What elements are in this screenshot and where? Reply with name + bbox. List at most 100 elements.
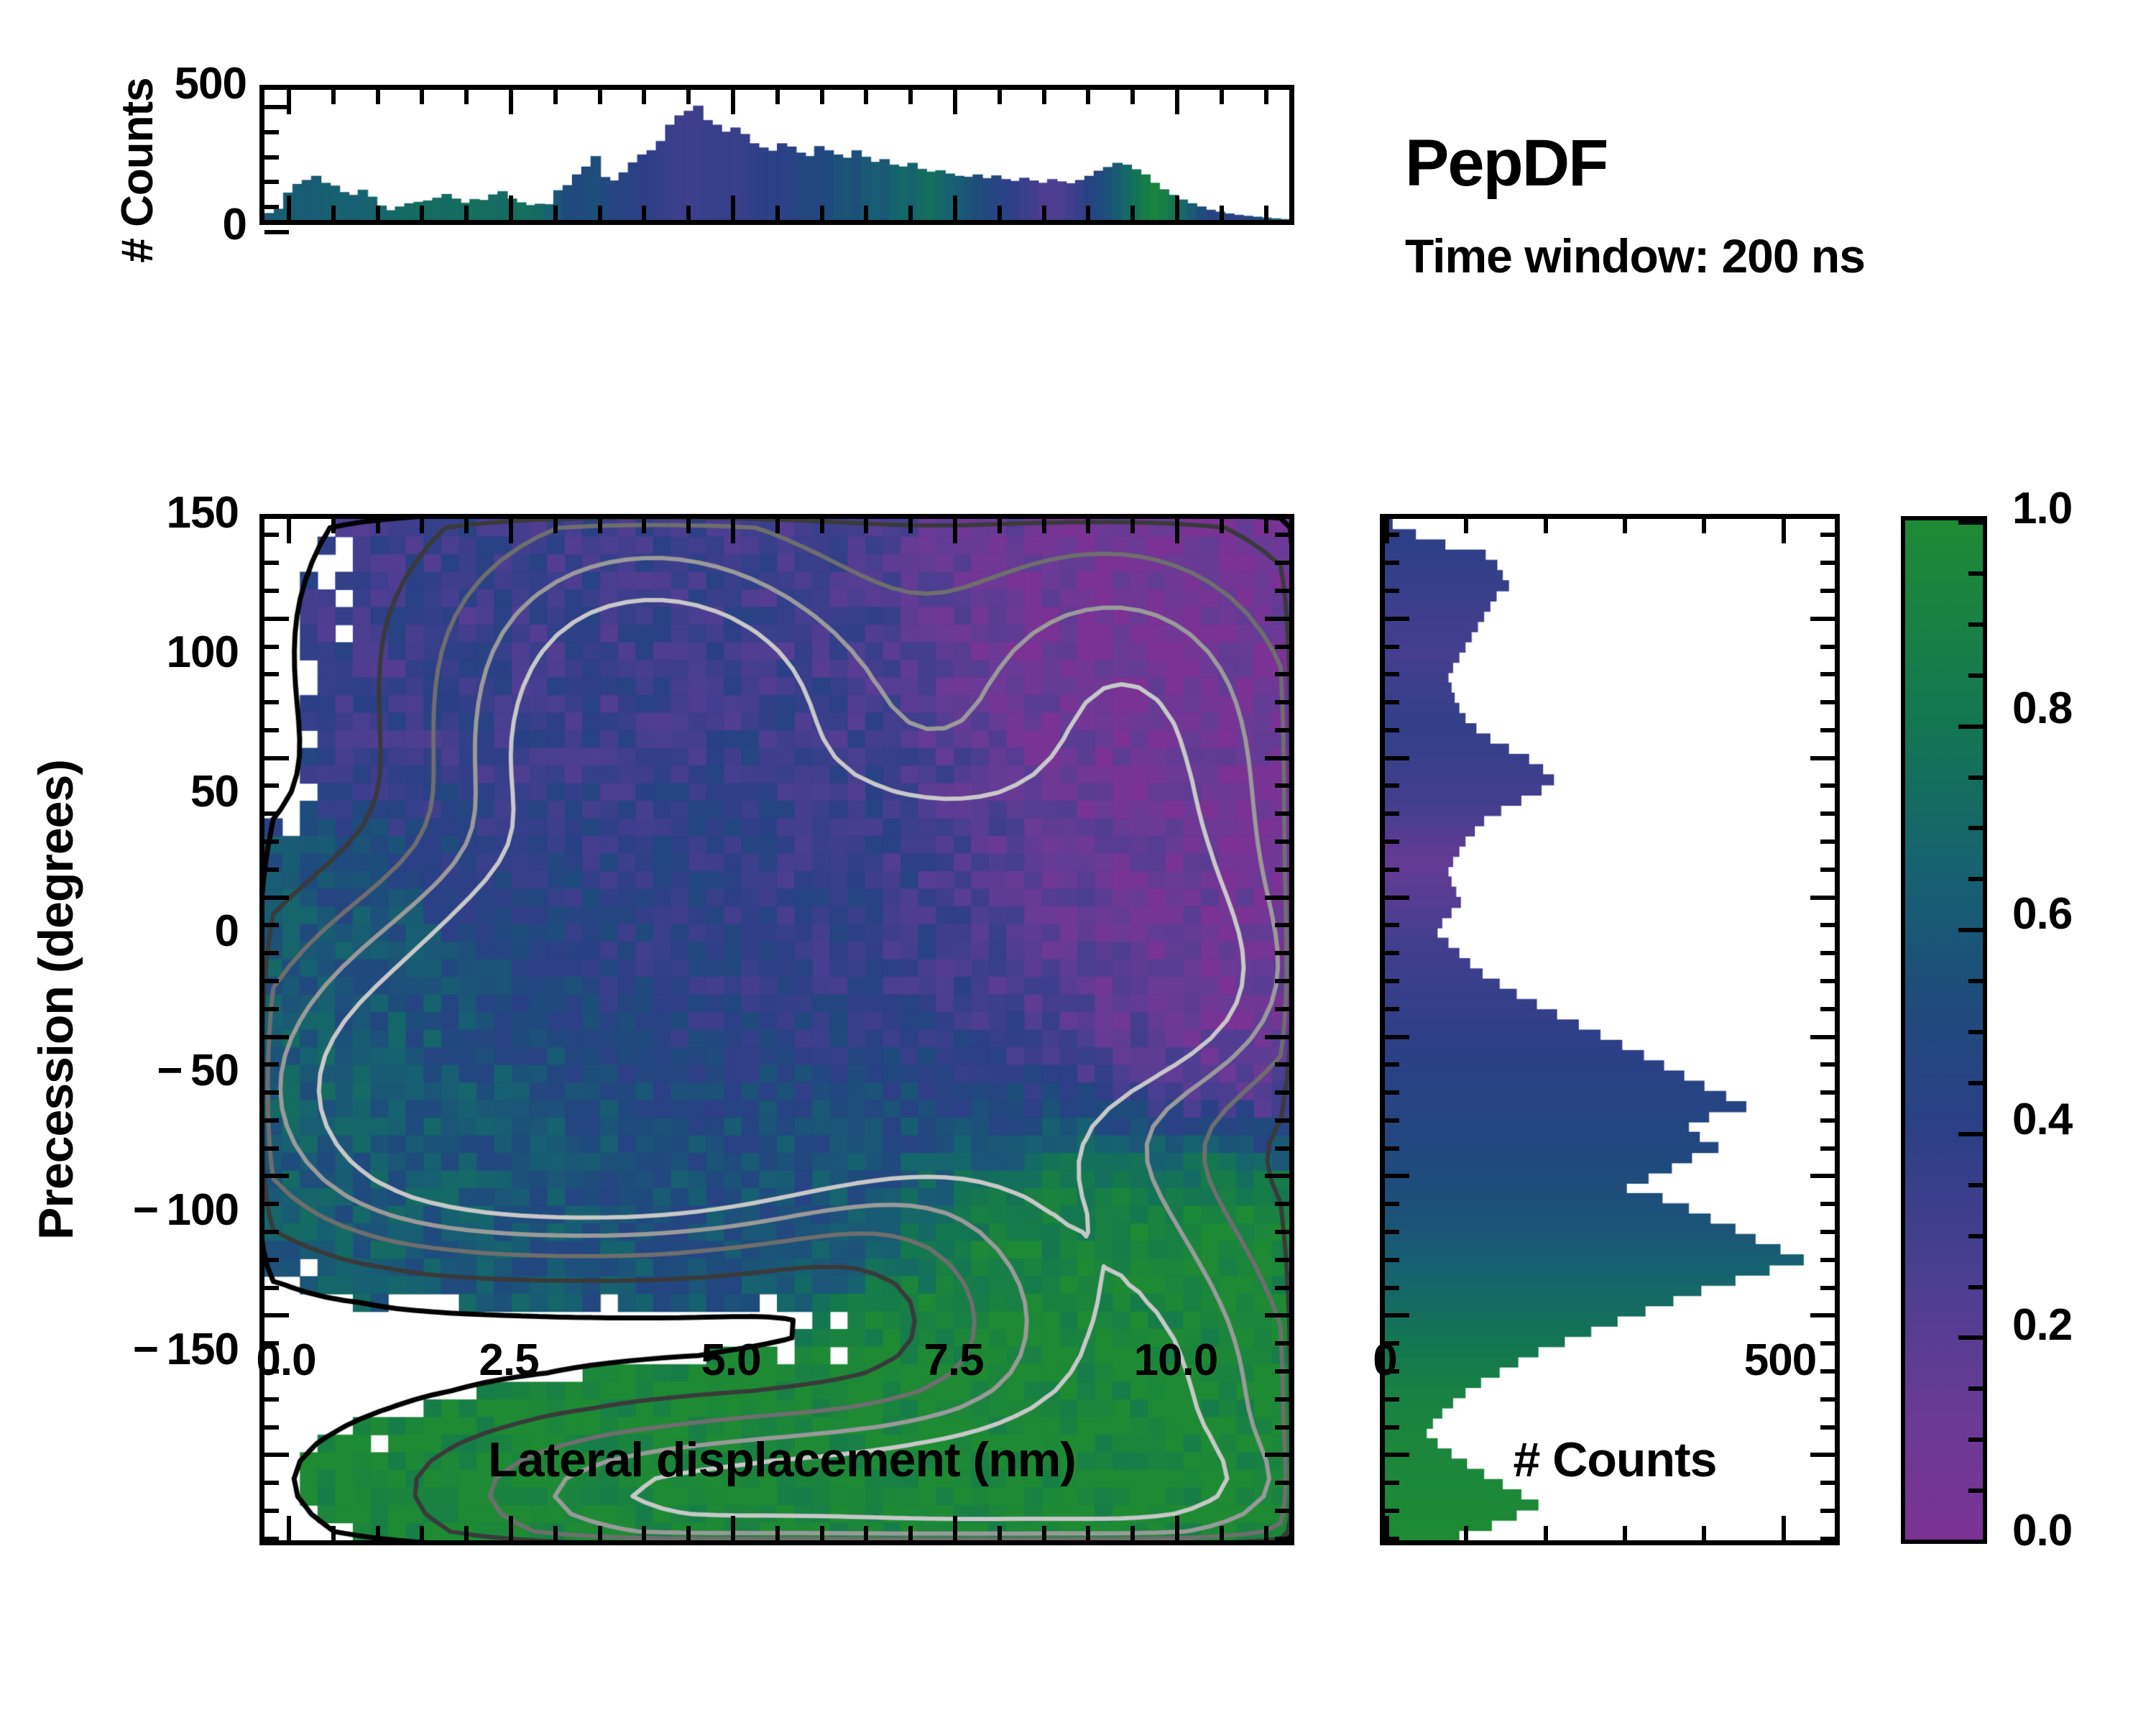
colorbar [1901, 516, 1987, 1544]
colorbar-minor-tick [1968, 571, 1983, 576]
main-y-minor-tick [1275, 1118, 1289, 1123]
main-x-minor-tick [464, 519, 469, 533]
right-x-minor-tick [1464, 519, 1469, 533]
xtick-label-100: 10.0 [1133, 1335, 1219, 1385]
top-x-minor-tick [1086, 90, 1091, 104]
main-y-minor-tick [1275, 1090, 1289, 1095]
right-x-minor-tick [1702, 1526, 1707, 1540]
main-y-major-tick [1265, 616, 1289, 621]
right-y-minor-tick [1820, 867, 1835, 872]
main-y-minor-tick [264, 1006, 279, 1011]
main-y-minor-tick [1275, 1062, 1289, 1067]
main-y-minor-tick [264, 1368, 279, 1374]
top-x-minor-tick [686, 90, 691, 104]
right-y-minor-tick [1385, 533, 1399, 538]
right-y-minor-tick [1385, 1118, 1399, 1123]
top-x-minor-tick [686, 206, 691, 220]
main-y-major-tick [264, 1174, 289, 1179]
main-x-minor-tick [597, 1526, 602, 1540]
right-y-minor-tick [1820, 840, 1835, 844]
main-y-minor-tick [264, 867, 279, 872]
right-y-minor-tick [1820, 783, 1835, 788]
top-x-minor-tick [997, 206, 1002, 220]
main-y-minor-tick [264, 923, 279, 928]
colorbar-minor-tick [1968, 1489, 1983, 1494]
top-x-minor-tick [597, 90, 602, 104]
right-y-minor-tick [1385, 1508, 1399, 1513]
main-y-major-tick [264, 895, 289, 900]
main-x-major-tick [952, 519, 957, 543]
main-x-major-tick [730, 1516, 735, 1540]
right-y-minor-tick [1385, 1481, 1399, 1485]
top-x-minor-tick [864, 90, 869, 104]
right-y-minor-tick [1385, 700, 1399, 705]
right-y-minor-tick [1385, 1090, 1399, 1095]
top-ytick-500: 500 [174, 59, 247, 109]
colorbar-major-tick [1958, 724, 1983, 729]
main-y-minor-tick [264, 1425, 279, 1430]
main-x-minor-tick [819, 1526, 824, 1540]
top-x-minor-tick [1130, 206, 1135, 220]
right-x-major-tick [1781, 519, 1786, 543]
top-histogram-canvas [264, 90, 1289, 220]
top-ytick-0: 0 [222, 200, 247, 249]
right-x-minor-tick [1543, 1526, 1548, 1540]
main-x-minor-tick [1041, 519, 1046, 533]
top-x-minor-tick [375, 90, 380, 104]
main-y-major-tick [1265, 1034, 1289, 1039]
top-x-minor-tick [819, 90, 824, 104]
main-x-minor-tick [464, 1526, 469, 1540]
top-yaxis-label: # Counts [113, 78, 162, 263]
right-y-minor-tick [1385, 727, 1399, 732]
colorbar-major-tick [1958, 520, 1983, 525]
top-x-major-tick [1175, 90, 1179, 114]
colorbar-tick-0.8: 0.8 [2012, 684, 2073, 733]
title-block: PepDF Time window: 200 ns [1405, 126, 1866, 283]
main-x-minor-tick [642, 519, 647, 533]
right-y-minor-tick [1820, 1090, 1835, 1095]
right-y-minor-tick [1820, 1341, 1835, 1346]
top-x-major-tick [508, 196, 513, 220]
ytick-label-100: 100 [166, 627, 239, 677]
main-x-major-tick [1175, 1516, 1179, 1540]
main-y-minor-tick [1275, 1230, 1289, 1234]
top-x-major-tick [1175, 196, 1179, 220]
right-y-minor-tick [1385, 923, 1399, 928]
right-y-minor-tick [1385, 1397, 1399, 1402]
main-y-minor-tick [264, 1118, 279, 1123]
top-x-minor-tick [775, 90, 780, 104]
top-x-minor-tick [997, 90, 1002, 104]
top-x-major-tick [286, 90, 291, 114]
right-y-minor-tick [1385, 783, 1399, 788]
main-x-minor-tick [775, 519, 780, 533]
top-y-minor-tick [264, 180, 279, 185]
main-y-minor-tick [1275, 1257, 1289, 1262]
right-y-minor-tick [1385, 561, 1399, 566]
colorbar-minor-tick [1968, 1080, 1983, 1085]
top-x-minor-tick [1130, 90, 1135, 104]
top-x-minor-tick [775, 206, 780, 220]
right-y-major-tick [1385, 895, 1409, 900]
figure-subtitle: Time window: 200 ns [1405, 229, 1866, 282]
right-y-minor-tick [1820, 1285, 1835, 1290]
main-y-minor-tick [264, 561, 279, 566]
top-x-minor-tick [1041, 206, 1046, 220]
right-y-minor-tick [1385, 1368, 1399, 1374]
main-x-minor-tick [864, 519, 869, 533]
right-xtick-500: 500 [1743, 1335, 1817, 1385]
right-y-minor-tick [1385, 1257, 1399, 1262]
right-y-minor-tick [1385, 589, 1399, 593]
colorbar-tick-0.4: 0.4 [2012, 1095, 2073, 1144]
main-y-major-tick [264, 755, 289, 760]
colorbar-minor-tick [1968, 1438, 1983, 1443]
colorbar-tick-0.6: 0.6 [2012, 889, 2073, 939]
top-x-major-tick [952, 90, 957, 114]
right-y-minor-tick [1385, 951, 1399, 956]
right-y-minor-tick [1385, 1230, 1399, 1234]
main-y-minor-tick [1275, 783, 1289, 788]
right-y-minor-tick [1820, 1257, 1835, 1262]
main-y-minor-tick [264, 811, 279, 816]
colorbar-tick-0.0: 0.0 [2012, 1506, 2073, 1555]
right-x-minor-tick [1623, 519, 1627, 533]
main-y-minor-tick [264, 1257, 279, 1262]
